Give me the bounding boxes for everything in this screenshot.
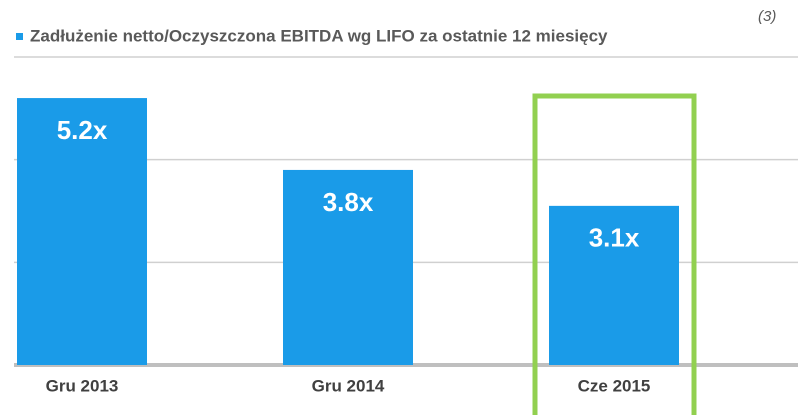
highlight-box	[532, 93, 697, 415]
value-label: 3.1x	[589, 223, 640, 253]
bar	[17, 98, 147, 366]
x-tick-label: Cze 2015	[578, 376, 651, 395]
bar	[549, 205, 679, 365]
annotation: (3)	[758, 8, 776, 25]
x-tick-label: Gru 2014	[312, 376, 385, 395]
value-label: 3.8x	[323, 187, 374, 217]
x-tick-label: Gru 2013	[46, 376, 119, 395]
bar	[283, 169, 413, 365]
value-label: 5.2x	[57, 115, 108, 145]
title-marker	[16, 33, 23, 40]
chart-title: Zadłużenie netto/Oczyszczona EBITDA wg L…	[30, 26, 608, 45]
